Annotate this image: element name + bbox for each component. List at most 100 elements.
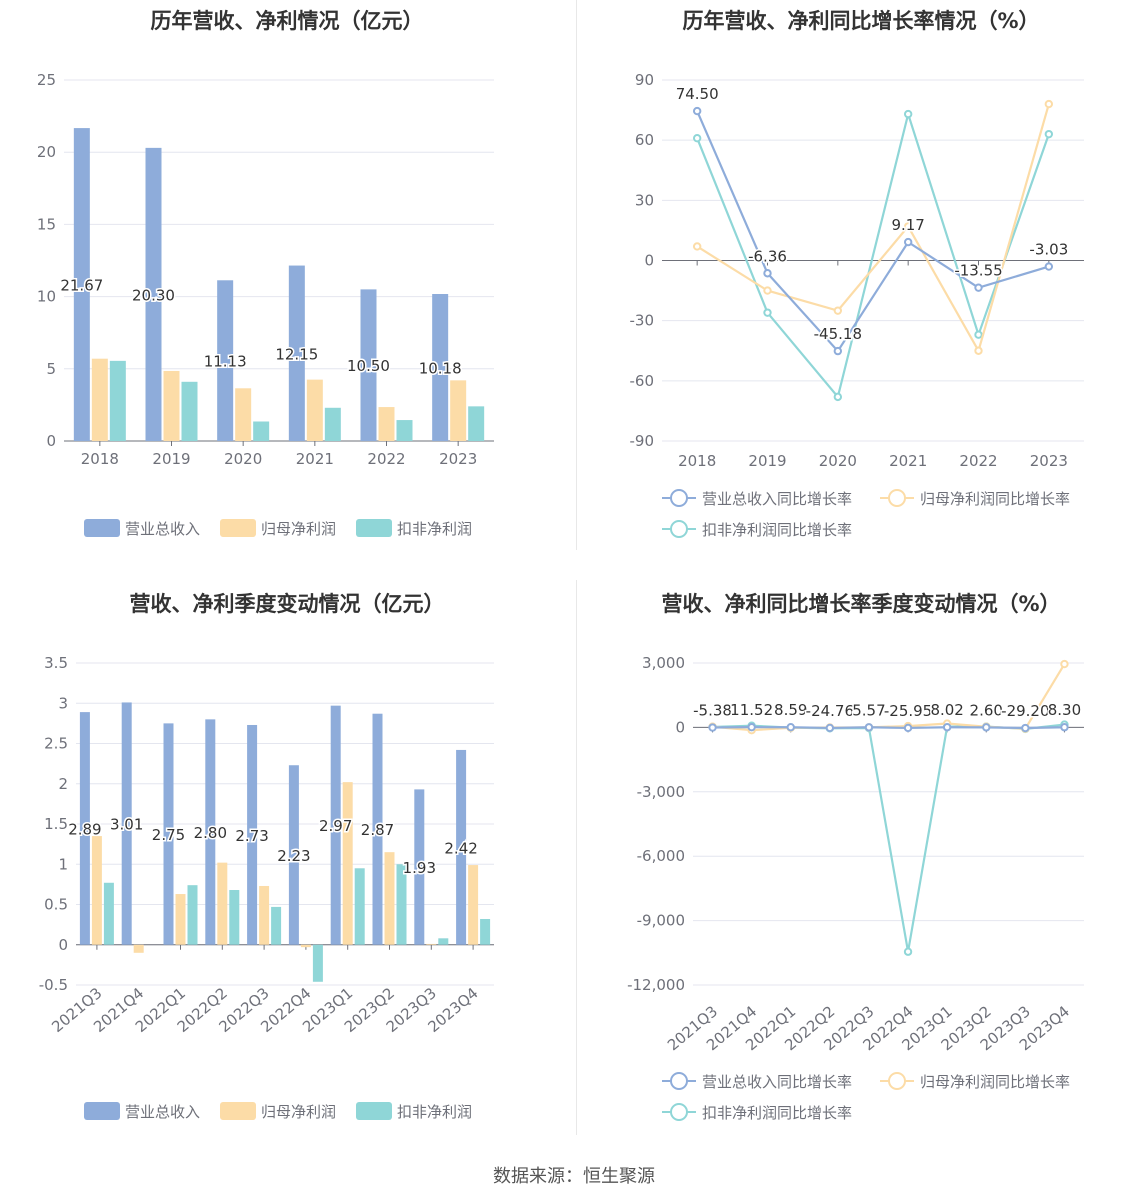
data-label: 11.13 (204, 353, 247, 371)
data-point (692, 106, 702, 116)
bar (175, 894, 186, 945)
data-point (1021, 723, 1030, 733)
y-tick-label: 15 (37, 215, 56, 233)
chart-title: 营收、净利同比增长率季度变动情况（%） (661, 592, 1061, 616)
data-label: -6.36 (748, 247, 787, 265)
data-point (833, 346, 843, 356)
legend-label: 营业总收入同比增长率 (702, 1073, 852, 1091)
data-point (903, 947, 913, 956)
bar (247, 724, 258, 945)
legend-label: 归母净利润 (261, 520, 336, 538)
data-point (763, 286, 772, 295)
x-tick-label: 2022 (367, 450, 405, 468)
bar (163, 723, 174, 945)
data-label: 2.80 (194, 824, 227, 842)
x-tick-label: 2020 (819, 452, 857, 470)
x-tick-label: 2018 (81, 450, 119, 468)
bar (271, 906, 282, 945)
bar (73, 128, 90, 441)
data-point (903, 222, 913, 231)
data-point (1060, 723, 1069, 732)
annual-growth-line-chart: -90 -60 -30 0 30 60 90 2018 2019 2020 2021 2022 2023… (630, 71, 1084, 539)
bar (396, 420, 413, 441)
bar (288, 265, 305, 441)
data-point (974, 346, 983, 355)
data-point (864, 723, 874, 732)
legend-label: 扣非净利润同比增长率 (702, 521, 852, 539)
bar (217, 862, 228, 945)
bar (480, 918, 491, 945)
legend-swatch (84, 1102, 120, 1120)
bar (312, 944, 323, 982)
legend-label: 归母净利润同比增长率 (920, 1073, 1070, 1091)
data-point (1044, 129, 1054, 139)
y-tick-label: 1 (58, 855, 68, 873)
y-tick-label: 3,000 (642, 654, 685, 672)
y-tick-label: 0 (644, 252, 654, 270)
y-tick-label: 25 (37, 71, 56, 89)
data-point (833, 306, 843, 315)
bar (468, 406, 485, 441)
legend-swatch (220, 1102, 256, 1120)
annual-revenue-profit-panel: 历年营收、净利情况（亿元） 0 5 10 15 20 25 2018 21.67 2019 20.… (0, 0, 574, 580)
chart-title: 历年营收、净利情况（亿元） (150, 9, 424, 33)
bar (354, 868, 365, 945)
bar (121, 702, 132, 945)
bar (306, 379, 323, 441)
data-label: 21.67 (60, 277, 103, 295)
legend-swatch (84, 519, 120, 537)
data-point (692, 242, 702, 251)
data-label: -24.76 (806, 702, 854, 720)
data-point (1044, 99, 1054, 109)
bar (109, 360, 126, 441)
legend-label: 营业总收入 (125, 520, 200, 538)
legend-label: 扣非净利润 (397, 520, 472, 538)
y-tick-label: -60 (630, 372, 655, 390)
data-point (825, 723, 835, 733)
y-tick-label: -6,000 (637, 847, 685, 865)
data-point (974, 283, 983, 292)
data-label: 2.73 (235, 827, 268, 845)
data-point (903, 109, 913, 119)
x-tick-label: 2021 (889, 452, 927, 470)
data-label: 2.87 (361, 821, 394, 839)
bar (91, 358, 108, 441)
data-point (903, 723, 913, 733)
bar (163, 370, 180, 441)
divider-top (576, 0, 577, 550)
legend-marker (888, 489, 906, 507)
x-tick-label: 2022 (959, 452, 997, 470)
bar (330, 705, 341, 945)
data-label: -45.18 (814, 325, 862, 343)
y-tick-label: 3 (58, 694, 68, 712)
legend-marker (888, 1072, 906, 1090)
bar (217, 280, 234, 441)
data-label: -13.55 (954, 262, 1002, 280)
data-label: 10.50 (347, 357, 390, 375)
legend-label: 归母净利润 (261, 1103, 336, 1121)
legend-swatch (356, 1102, 392, 1120)
y-tick-label: 3.5 (44, 654, 68, 672)
y-tick-label: -9,000 (637, 912, 685, 930)
quarterly-growth-line-chart: -12,000-9,000-6,000-3,00003,0002021Q3202… (627, 654, 1084, 1122)
series-line (696, 103, 1050, 354)
data-label: 2.42 (444, 839, 477, 857)
y-tick-label: 0 (675, 718, 685, 736)
legend-label: 营业总收入同比增长率 (702, 490, 852, 508)
legend-label: 营业总收入 (125, 1103, 200, 1121)
chart-title: 历年营收、净利同比增长率情况（%） (682, 9, 1040, 33)
bar (259, 885, 270, 945)
bar (253, 421, 270, 441)
data-label: 9.17 (891, 216, 924, 234)
bar (103, 882, 114, 945)
data-label: 74.50 (676, 85, 719, 103)
bar (468, 865, 479, 945)
y-tick-label: -3,000 (637, 783, 685, 801)
y-tick-label: -0.5 (39, 976, 68, 994)
data-point (1044, 262, 1054, 271)
series-line (712, 663, 1066, 732)
data-point (903, 237, 913, 247)
y-tick-label: 10 (37, 288, 56, 306)
bar (372, 713, 383, 945)
bar (300, 944, 311, 948)
